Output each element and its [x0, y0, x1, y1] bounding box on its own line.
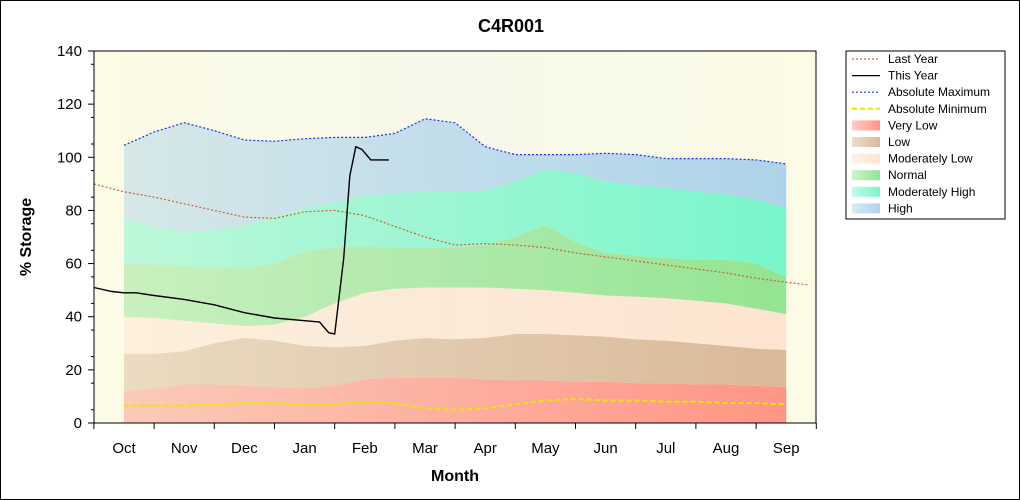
band-moderately-low	[124, 287, 787, 354]
legend-label-this-year: This Year	[888, 69, 938, 83]
legend-label-moderately-high: Moderately High	[888, 185, 975, 199]
x-tick-label: Sep	[773, 440, 800, 457]
x-tick-label: Mar	[412, 440, 438, 457]
legend-label-low: Low	[888, 135, 910, 149]
x-tick-label: Jul	[656, 440, 675, 457]
x-tick-label: Oct	[112, 440, 136, 457]
series-line-abs-max	[123, 118, 787, 165]
legend: Last Year This Year Absolute Maximum Absolu…	[845, 50, 1006, 220]
series-line-abs-min	[124, 398, 787, 411]
x-tick-label: Jun	[594, 440, 618, 457]
band-moderately-high	[124, 169, 787, 277]
x-axis-label: Month	[431, 468, 479, 485]
legend-label-moderately-low: Moderately Low	[888, 152, 973, 166]
band-layer	[124, 118, 787, 423]
legend-label-last-year: Last Year	[888, 52, 938, 66]
legend-swatch-moderately-high	[852, 186, 880, 197]
x-tick-label: May	[531, 440, 560, 457]
legend-label-very-low: Very Low	[888, 118, 938, 132]
series-layer	[93, 118, 808, 411]
legend-swatch-low	[852, 137, 880, 147]
band-low	[124, 334, 787, 392]
x-tick-label: Feb	[352, 440, 378, 457]
legend-label-abs-max: Absolute Maximum	[888, 85, 990, 99]
x-tick-label: Dec	[231, 440, 258, 457]
y-tick-label: 20	[65, 362, 82, 379]
legend-label-high: High	[888, 201, 913, 215]
x-tick-label: Aug	[713, 440, 740, 457]
legend-label-normal: Normal	[888, 168, 927, 182]
band-high	[124, 118, 787, 232]
legend-swatch-normal	[852, 170, 880, 181]
y-tick-label: 0	[74, 415, 82, 432]
x-tick-label: Apr	[474, 440, 497, 457]
band-very-low	[124, 377, 787, 423]
band-normal	[124, 225, 787, 326]
ticks-layer: 0 20 40 60 80 100 120 140 Oct Nov Dec Jan Feb Mar Apr M…	[57, 43, 817, 457]
y-axis-label: % Storage	[18, 198, 35, 276]
legend-swatch-very-low	[852, 120, 880, 131]
y-tick-label: 80	[65, 202, 82, 219]
y-tick-label: 60	[65, 256, 82, 273]
y-tick-label: 100	[57, 149, 82, 166]
legend-swatch-moderately-low	[852, 153, 880, 164]
y-tick-label: 120	[57, 96, 82, 113]
legend-label-abs-min: Absolute Minimum	[888, 102, 987, 116]
y-tick-label: 40	[65, 309, 82, 326]
y-tick-label: 140	[57, 43, 82, 60]
x-tick-label: Nov	[171, 440, 198, 457]
series-line-this-year	[93, 145, 389, 335]
x-tick-label: Jan	[293, 440, 317, 457]
series-line-last-year	[93, 183, 808, 286]
legend-swatch-high	[852, 203, 880, 214]
chart-title: C4R001	[478, 16, 544, 36]
